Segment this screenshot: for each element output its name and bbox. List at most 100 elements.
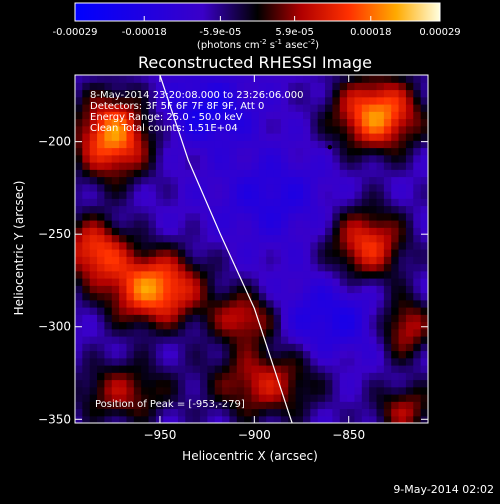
heatmap-cell <box>170 191 179 199</box>
heatmap-cell <box>89 365 98 373</box>
heatmap-cell <box>89 162 98 170</box>
heatmap-cell <box>288 372 297 381</box>
colorbar-gradient <box>74 2 441 22</box>
heatmap-cell <box>185 220 194 228</box>
heatmap-cell <box>310 350 319 359</box>
heatmap-cell <box>200 270 208 279</box>
heatmap-cell <box>317 75 326 83</box>
heatmap-cell <box>383 415 392 423</box>
heatmap-cell <box>200 292 208 301</box>
heatmap-cell <box>369 365 378 373</box>
heatmap-cell <box>222 212 231 221</box>
heatmap-cell <box>244 408 253 417</box>
heatmap-cell <box>119 278 128 286</box>
x-tick-label: −850 <box>332 428 365 442</box>
heatmap-cell <box>104 198 113 207</box>
heatmap-cell <box>222 307 231 315</box>
heatmap-cell <box>413 350 422 359</box>
heatmap-cell <box>273 394 282 402</box>
heatmap-cell <box>170 328 179 337</box>
heatmap-cell <box>361 336 370 344</box>
heatmap-cell <box>148 154 157 163</box>
heatmap-cell <box>222 75 231 83</box>
heatmap-cell <box>391 343 400 352</box>
heatmap-cell <box>339 212 348 221</box>
heatmap-cell <box>104 118 113 127</box>
heatmap-cell <box>347 285 356 294</box>
heatmap-cell <box>200 321 208 330</box>
heatmap-cell <box>361 263 370 272</box>
heatmap-cell <box>170 169 179 178</box>
heatmap-cell <box>185 133 194 141</box>
heatmap-cell <box>185 75 194 83</box>
heatmap-cell <box>383 89 392 98</box>
heatmap-cell <box>391 350 400 359</box>
heatmap-cell <box>155 89 164 98</box>
heatmap-cell <box>391 169 400 178</box>
heatmap-cell <box>75 205 83 214</box>
heatmap-cell <box>207 183 216 192</box>
heatmap-cell <box>126 183 135 192</box>
heatmap-cell <box>420 183 428 192</box>
heatmap-cell <box>273 314 282 323</box>
heatmap-cell <box>141 75 150 83</box>
heatmap-cell <box>104 241 113 250</box>
heatmap-cell <box>229 379 238 388</box>
heatmap-cell <box>354 205 363 214</box>
heatmap-cell <box>391 328 400 337</box>
heatmap-cell <box>325 292 333 301</box>
heatmap-cell <box>405 89 414 98</box>
heatmap-cell <box>310 111 319 120</box>
heatmap-cell <box>229 343 238 352</box>
heatmap-cell <box>119 328 128 337</box>
heatmap-cell <box>288 176 297 185</box>
heatmap-cell <box>141 147 150 156</box>
heatmap-cell <box>133 401 142 410</box>
heatmap-cell <box>266 212 275 221</box>
heatmap-cell <box>148 307 157 315</box>
heatmap-cell <box>258 89 267 98</box>
heatmap-cell <box>339 82 348 91</box>
heatmap-cell <box>163 104 172 112</box>
heatmap-cell <box>266 299 275 308</box>
heatmap-cell <box>295 307 304 315</box>
heatmap-cell <box>133 292 142 301</box>
heatmap-cell <box>317 169 326 178</box>
heatmap-cell <box>332 372 341 381</box>
heatmap-cell <box>332 96 341 105</box>
heatmap-cell <box>398 270 407 279</box>
heatmap-cell <box>207 154 216 163</box>
heatmap-cell <box>163 394 172 402</box>
heatmap-cell <box>126 336 135 344</box>
heatmap-cell <box>97 183 106 192</box>
heatmap-cell <box>111 234 120 243</box>
heatmap-cell <box>339 111 348 120</box>
heatmap-cell <box>302 191 311 199</box>
heatmap-cell <box>280 125 289 134</box>
heatmap-cell <box>185 96 194 105</box>
heatmap-cell <box>266 147 275 156</box>
heatmap-cell <box>376 321 385 330</box>
heatmap-cell <box>185 212 194 221</box>
heatmap-cell <box>222 372 231 381</box>
heatmap-cell <box>376 154 385 163</box>
heatmap-cell <box>207 227 216 236</box>
heatmap-cell <box>170 249 179 257</box>
heatmap-cell <box>310 249 319 257</box>
heatmap-cell <box>148 314 157 323</box>
heatmap-cell <box>376 191 385 199</box>
heatmap-cell <box>302 263 311 272</box>
heatmap-cell <box>317 140 326 149</box>
heatmap-cell <box>229 415 238 423</box>
heatmap-cell <box>258 314 267 323</box>
heatmap-cell <box>302 96 311 105</box>
heatmap-cell <box>361 147 370 156</box>
heatmap-cell <box>310 408 319 417</box>
heatmap-cell <box>273 205 282 214</box>
heatmap-cell <box>266 140 275 149</box>
heatmap-cell <box>332 249 341 257</box>
heatmap-cell <box>347 278 356 286</box>
heatmap-cell <box>97 278 106 286</box>
heatmap-cell <box>310 227 319 236</box>
heatmap-cell <box>288 343 297 352</box>
